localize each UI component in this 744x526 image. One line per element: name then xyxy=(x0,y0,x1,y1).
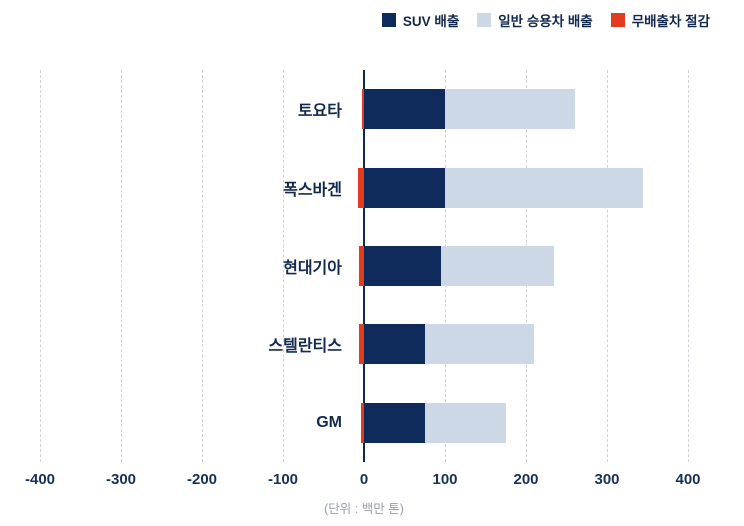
x-tick-label: 200 xyxy=(513,471,539,488)
zero-emission-reduction-bar xyxy=(362,89,364,130)
bar-row: 폭스바겐 xyxy=(40,148,688,226)
legend-item-suv: SUV 배출 xyxy=(381,10,460,30)
bar-row: 토요타 xyxy=(40,70,688,148)
legend-label-sedan: 일반 승용차 배출 xyxy=(498,14,593,29)
suv-emission-bar xyxy=(364,167,445,208)
bar-row: GM xyxy=(40,384,688,462)
sedan-emission-bar xyxy=(424,402,506,443)
x-tick-label: -100 xyxy=(267,471,299,488)
category-label: 스텔란티스 xyxy=(268,338,342,356)
suv-emission-bar xyxy=(364,402,425,443)
gridline xyxy=(40,70,41,462)
gridline xyxy=(283,70,284,462)
category-label: 폭스바겐 xyxy=(283,181,342,199)
zero-emission-reduction-bar xyxy=(358,167,364,208)
x-tick-label: 100 xyxy=(432,471,458,488)
bar-row: 현대기아 xyxy=(40,227,688,305)
x-tick-label: 0 xyxy=(359,471,369,488)
legend-item-sedan: 일반 승용차 배출 xyxy=(477,10,593,30)
legend-swatch-sedan xyxy=(477,13,492,27)
sedan-emission-bar xyxy=(445,89,575,130)
suv-emission-bar xyxy=(364,89,445,130)
x-axis-ticks: -400 -300 -200 -100 0 100 200 300 400 xyxy=(25,471,701,491)
category-label: 현대기아 xyxy=(283,259,342,277)
legend-label-suv: SUV 배출 xyxy=(402,14,460,29)
zero-emission-reduction-bar xyxy=(359,245,364,286)
gridline xyxy=(688,70,689,462)
bar-row: 스텔란티스 xyxy=(40,305,688,383)
category-label: GM xyxy=(316,413,342,431)
unit-note: (단위 : 백만 톤) xyxy=(324,502,404,516)
x-tick-label: -300 xyxy=(105,471,137,488)
x-tick-label: -400 xyxy=(24,471,56,488)
legend-label-zero-emission: 무배출차 절감 xyxy=(631,14,710,29)
legend-swatch-zero-emission xyxy=(610,13,625,27)
category-label: 토요타 xyxy=(297,103,342,121)
suv-emission-bar xyxy=(364,324,425,365)
legend: SUV 배출 일반 승용차 배출 무배출차 절감 xyxy=(381,10,710,30)
sedan-emission-bar xyxy=(424,324,535,365)
sedan-emission-bar xyxy=(445,167,644,208)
zero-emission-reduction-bar xyxy=(360,402,364,443)
sedan-emission-bar xyxy=(440,245,555,286)
gridline xyxy=(121,70,122,462)
x-tick-label: 400 xyxy=(675,471,701,488)
x-tick-label: -200 xyxy=(186,471,218,488)
gridline xyxy=(607,70,608,462)
legend-item-zero-emission: 무배출차 절감 xyxy=(610,10,710,30)
legend-swatch-suv xyxy=(381,13,396,27)
gridline xyxy=(202,70,203,462)
suv-emission-bar xyxy=(364,245,441,286)
zero-emission-reduction-bar xyxy=(359,324,364,365)
x-tick-label: 300 xyxy=(594,471,620,488)
